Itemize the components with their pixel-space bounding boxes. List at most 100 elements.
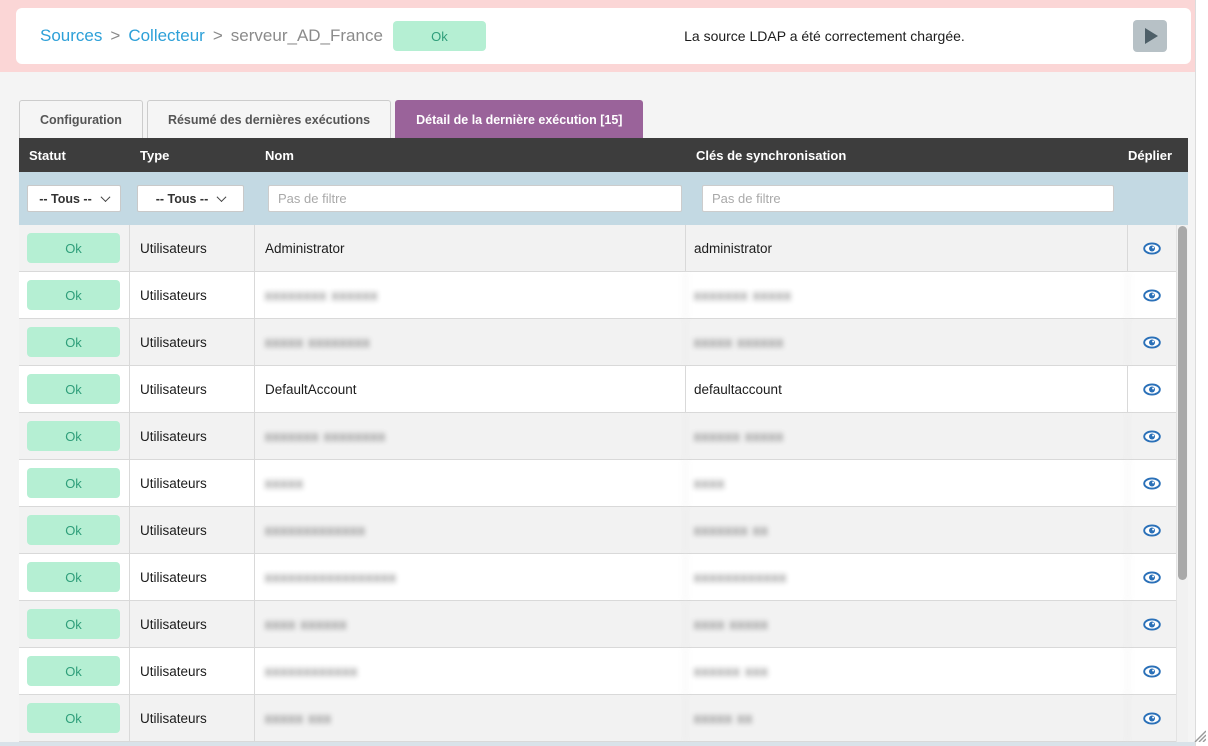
key-cell: xxxxxxx xx (686, 507, 1128, 553)
alert-card: Sources > Collecteur > serveur_AD_France… (16, 8, 1191, 64)
status-filter-value: -- Tous -- (39, 191, 92, 206)
name-filter-input[interactable] (268, 185, 682, 212)
eye-icon[interactable] (1143, 523, 1161, 538)
breadcrumb-separator: > (110, 26, 121, 45)
key-cell: xxxxxx xxxxx (686, 413, 1128, 459)
alert-message: La source LDAP a été correctement chargé… (684, 28, 965, 44)
resize-handle[interactable] (1191, 727, 1206, 742)
type-cell: Utilisateurs (130, 366, 255, 412)
breadcrumb-link-collecteur[interactable]: Collecteur (128, 26, 205, 45)
table-body: Ok Utilisateurs Administrator administra… (19, 225, 1188, 742)
column-header-nom: Nom (265, 147, 294, 163)
tab-configuration[interactable]: Configuration (19, 100, 143, 138)
breadcrumb: Sources > Collecteur > serveur_AD_France (40, 26, 383, 46)
table-row: Ok Utilisateurs xxxxxxxx xxxxxx xxxxxxx … (19, 272, 1188, 319)
name-cell: xxxxx xxxxxxxx (255, 319, 686, 365)
status-alert-band: Sources > Collecteur > serveur_AD_France… (0, 0, 1195, 72)
status-badge: Ok (27, 327, 120, 357)
status-badge: Ok (27, 515, 120, 545)
status-badge: Ok (27, 280, 120, 310)
column-header-cles: Clés de synchronisation (696, 147, 847, 163)
breadcrumb-current-source: serveur_AD_France (230, 26, 383, 45)
name-cell: xxxxxxxxxxxxx (255, 507, 686, 553)
results-table: Statut Type Nom Clés de synchronisation … (19, 138, 1188, 742)
name-cell: Administrator (255, 225, 686, 271)
status-badge: Ok (27, 562, 120, 592)
chevron-down-icon (216, 192, 227, 203)
breadcrumb-separator: > (212, 26, 223, 45)
tab-bar: Configuration Résumé des dernières exécu… (19, 100, 1195, 138)
table-row: Ok Utilisateurs xxxxxxxxxxxxx xxxxxxx xx (19, 507, 1188, 554)
breadcrumb-link-sources[interactable]: Sources (40, 26, 103, 45)
filter-row: -- Tous -- -- Tous -- (19, 172, 1188, 225)
name-cell: xxxxxxxx xxxxxx (255, 272, 686, 318)
source-status-badge: Ok (392, 21, 486, 51)
name-cell: xxxx xxxxxx (255, 601, 686, 647)
type-cell: Utilisateurs (130, 319, 255, 365)
eye-icon[interactable] (1143, 570, 1161, 585)
status-badge: Ok (27, 703, 120, 733)
eye-icon[interactable] (1143, 382, 1161, 397)
table-row: Ok Utilisateurs xxxx xxxxxx xxxx xxxxx (19, 601, 1188, 648)
type-cell: Utilisateurs (130, 648, 255, 694)
key-cell: xxxxxxxxxxxx (686, 554, 1128, 600)
eye-icon[interactable] (1143, 617, 1161, 632)
type-cell: Utilisateurs (130, 460, 255, 506)
type-filter-select[interactable]: -- Tous -- (137, 185, 244, 212)
status-badge: Ok (27, 468, 120, 498)
run-source-button[interactable] (1133, 20, 1167, 52)
status-badge: Ok (27, 609, 120, 639)
type-filter-value: -- Tous -- (155, 191, 209, 206)
table-row: Ok Utilisateurs xxxxx xxxxxxxx xxxxx xxx… (19, 319, 1188, 366)
type-cell: Utilisateurs (130, 272, 255, 318)
table-row: Ok Utilisateurs xxxxxxxxxxxxxxxxx xxxxxx… (19, 554, 1188, 601)
type-cell: Utilisateurs (130, 225, 255, 271)
name-cell: xxxxx (255, 460, 686, 506)
table-row: Ok Utilisateurs xxxxx xxx xxxxx xx (19, 695, 1188, 742)
type-cell: Utilisateurs (130, 695, 255, 741)
bottom-edge (0, 742, 1195, 746)
key-cell: administrator (686, 225, 1128, 271)
eye-icon[interactable] (1143, 711, 1161, 726)
chevron-down-icon (100, 192, 111, 203)
name-cell: xxxxxxxxxxxx (255, 648, 686, 694)
name-cell: xxxxxxxxxxxxxxxxx (255, 554, 686, 600)
key-cell: xxxxx xxxxxx (686, 319, 1128, 365)
eye-icon[interactable] (1143, 429, 1161, 444)
status-filter-select[interactable]: -- Tous -- (27, 185, 121, 212)
eye-icon[interactable] (1143, 288, 1161, 303)
type-cell: Utilisateurs (130, 507, 255, 553)
name-cell: xxxxx xxx (255, 695, 686, 741)
eye-icon[interactable] (1143, 335, 1161, 350)
play-icon (1145, 28, 1158, 44)
key-cell: xxxxxx xxx (686, 648, 1128, 694)
eye-icon[interactable] (1143, 476, 1161, 491)
status-badge: Ok (27, 656, 120, 686)
vertical-scrollbar[interactable] (1176, 225, 1188, 742)
key-cell: xxxxx xx (686, 695, 1128, 741)
table-row: Ok Utilisateurs DefaultAccount defaultac… (19, 366, 1188, 413)
key-cell: defaultaccount (686, 366, 1128, 412)
eye-icon[interactable] (1143, 241, 1161, 256)
table-header: Statut Type Nom Clés de synchronisation … (19, 138, 1188, 172)
tab-resume-executions[interactable]: Résumé des dernières exécutions (146, 100, 392, 138)
name-cell: xxxxxxx xxxxxxxx (255, 413, 686, 459)
type-cell: Utilisateurs (130, 554, 255, 600)
status-badge: Ok (27, 374, 120, 404)
table-row: Ok Utilisateurs xxxxxxx xxxxxxxx xxxxxx … (19, 413, 1188, 460)
key-cell: xxxx (686, 460, 1128, 506)
table-row: Ok Utilisateurs Administrator administra… (19, 225, 1188, 272)
column-header-statut: Statut (29, 147, 66, 163)
key-cell: xxxx xxxxx (686, 601, 1128, 647)
status-badge: Ok (27, 233, 120, 263)
scrollbar-thumb[interactable] (1178, 226, 1187, 580)
table-row: Ok Utilisateurs xxxxxxxxxxxx xxxxxx xxx (19, 648, 1188, 695)
type-cell: Utilisateurs (130, 413, 255, 459)
eye-icon[interactable] (1143, 664, 1161, 679)
type-cell: Utilisateurs (130, 601, 255, 647)
key-cell: xxxxxxx xxxxx (686, 272, 1128, 318)
key-filter-input[interactable] (702, 185, 1114, 212)
tab-detail-derniere-execution[interactable]: Détail de la dernière exécution [15] (395, 100, 644, 138)
table-row: Ok Utilisateurs xxxxx xxxx (19, 460, 1188, 507)
